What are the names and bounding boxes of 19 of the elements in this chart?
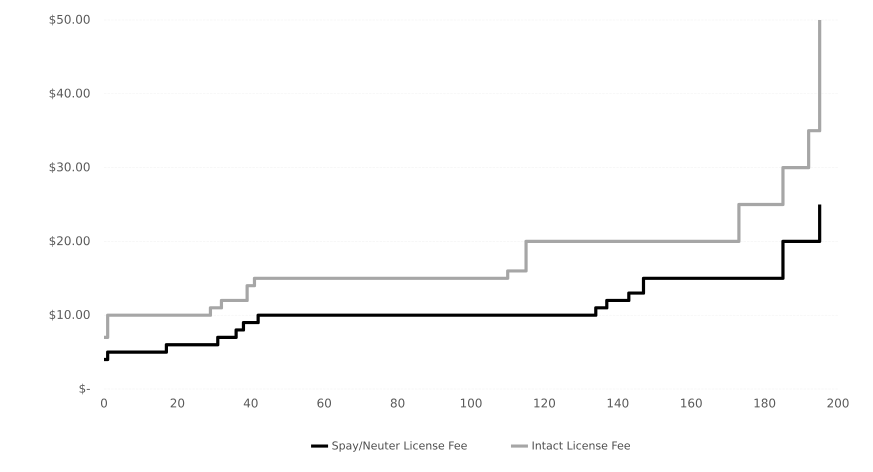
x-tick-label: 100 [460,398,482,408]
x-tick-label: 180 [754,398,776,408]
y-tick-label: $50.00 [50,14,90,26]
y-tick-label: $20.00 [50,236,90,247]
x-tick-label: 200 [827,398,849,408]
x-tick-label: 0 [100,398,108,408]
legend-label: Intact License Fee [532,441,630,450]
y-tick-label: $30.00 [50,162,90,174]
x-tick-label: 20 [170,398,184,408]
x-tick-label: 140 [608,398,628,408]
y-tick-label: $- [80,384,90,394]
y-tick-label: $10.00 [50,310,90,321]
x-tick-label: 60 [317,398,332,408]
y-tick-label: $40.00 [50,88,90,100]
x-tick-label: 120 [534,398,556,408]
x-tick-label: 80 [390,398,404,408]
x-tick-label: 40 [244,398,258,408]
legend-label: Spay/Neuter License Fee [332,441,467,452]
x-tick-label: 160 [681,398,702,408]
